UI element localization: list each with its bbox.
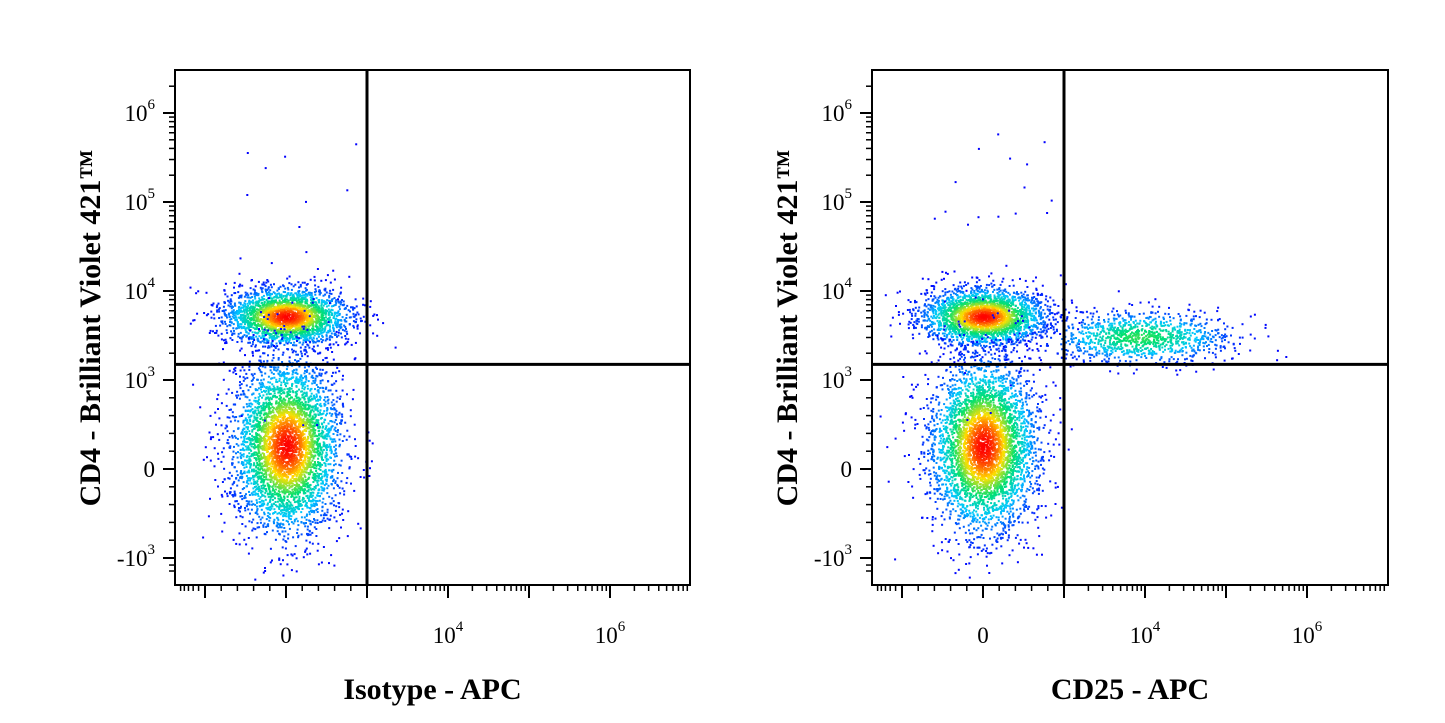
x-tick-label: 104 [1130,619,1161,648]
x-tick-label: 106 [595,619,626,648]
x-axis-ticks [179,585,689,598]
x-axis-title: CD25 - APC [1051,673,1209,706]
y-tick-label: 103 [822,364,853,393]
plot-frame [174,69,691,586]
y-tick-label: 104 [125,275,156,304]
y-tick-label: 0 [144,457,156,482]
x-tick-label: 104 [433,619,464,648]
x-tick-label: 0 [977,623,989,648]
x-axis-title: Isotype - APC [343,673,521,706]
y-axis-ticks [163,85,175,572]
y-tick-label: 0 [841,457,853,482]
plot-panel-1: 0 104 106 106 105 104 103 0 -103 Isotype - APC CD4… [74,69,691,706]
x-tick-label: 106 [1292,619,1323,648]
x-tick-label: 0 [280,623,292,648]
y-tick-label: 103 [125,364,156,393]
plot-panel-2: 0 104 106 106 105 104 103 0 -103 CD25 - APC CD4 - … [771,69,1389,706]
x-axis-ticks [876,585,1386,598]
y-tick-label: 106 [822,97,853,126]
y-tick-label: 105 [822,186,853,215]
y-axis-title: CD4 - Brilliant Violet 421™ [74,150,107,507]
density-dots [879,133,1288,579]
y-tick-label: 105 [125,186,156,215]
plot-frame [871,69,1389,586]
y-tick-label: -103 [814,542,852,571]
y-axis-ticks [860,85,872,572]
y-tick-label: 104 [822,275,853,304]
y-tick-label: 106 [125,97,156,126]
y-tick-label: -103 [117,542,155,571]
y-axis-title: CD4 - Brilliant Violet 421™ [771,150,804,507]
